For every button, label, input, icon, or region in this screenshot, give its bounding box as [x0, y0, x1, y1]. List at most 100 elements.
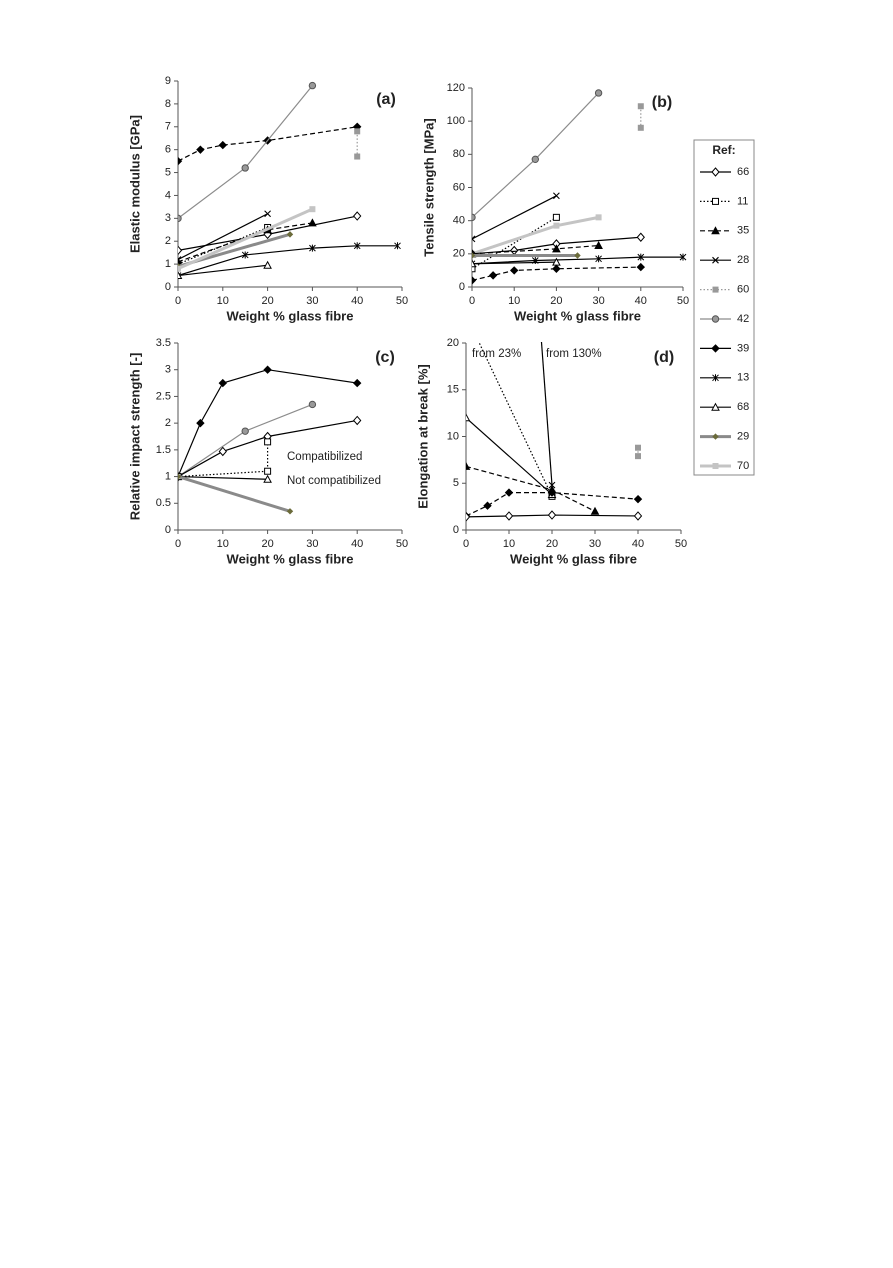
legend-label: 11	[737, 195, 748, 207]
data-point	[636, 232, 645, 243]
x-tick-label: 10	[503, 538, 515, 550]
panel-label: (a)	[376, 91, 396, 108]
data-point	[637, 253, 645, 261]
x-tick-label: 10	[217, 295, 229, 307]
legend-label: 70	[737, 460, 749, 472]
data-point	[196, 145, 205, 154]
x-tick-label: 20	[261, 295, 273, 307]
series-line	[472, 215, 599, 256]
legend-marker	[711, 315, 720, 323]
panel-label: (b)	[652, 94, 672, 111]
data-point	[472, 276, 477, 285]
data-point	[218, 378, 228, 388]
legend-marker	[712, 197, 719, 205]
series-line	[472, 261, 557, 265]
data-point	[590, 506, 600, 515]
y-tick-label: 10	[447, 430, 459, 442]
data-point	[594, 240, 603, 250]
panel-label: (d)	[654, 349, 674, 366]
y-tick-label: 3.5	[156, 337, 171, 349]
series-line	[478, 342, 553, 497]
annotation: Compatibilized	[287, 451, 362, 463]
x-tick-label: 20	[546, 538, 558, 550]
series-line	[472, 236, 641, 255]
series-line	[472, 195, 557, 240]
data-point	[264, 467, 272, 475]
data-point	[574, 252, 581, 259]
y-axis-title: Elongation at break [%]	[415, 364, 430, 508]
data-point	[553, 222, 560, 229]
y-tick-label: 15	[447, 384, 459, 396]
y-tick-label: 1.5	[156, 444, 171, 456]
data-point	[263, 474, 272, 483]
plot-area	[466, 342, 643, 522]
data-point	[466, 512, 471, 522]
plot-area	[472, 89, 687, 285]
data-point	[354, 153, 361, 160]
x-tick-label: 40	[635, 295, 647, 307]
y-tick-label: 2	[165, 417, 171, 429]
data-point	[637, 103, 644, 110]
y-tick-label: 5	[453, 477, 459, 489]
data-point	[472, 235, 476, 243]
x-tick-label: 20	[550, 295, 562, 307]
data-point	[308, 81, 317, 90]
y-tick-label: 2.5	[156, 390, 171, 402]
y-tick-label: 3	[165, 364, 171, 376]
data-point	[196, 418, 205, 428]
legend-marker	[711, 344, 720, 353]
legend-marker	[712, 463, 719, 469]
data-point	[263, 365, 272, 374]
legend-box	[693, 139, 755, 476]
x-axis-title: Weight % glass fibre	[510, 551, 637, 566]
plot-area	[178, 81, 401, 280]
y-tick-label: 6	[165, 144, 171, 156]
annotation: Not compatibilized	[287, 475, 381, 487]
annotation: from 130%	[546, 348, 602, 360]
x-tick-label: 50	[675, 538, 687, 550]
data-point	[504, 511, 514, 521]
data-point	[241, 427, 249, 435]
y-tick-label: 7	[165, 121, 171, 133]
data-point	[308, 218, 317, 227]
data-point	[636, 262, 646, 272]
data-point	[353, 211, 362, 221]
legend-title: Ref:	[712, 143, 735, 157]
x-tick-label: 10	[217, 538, 229, 550]
data-point	[178, 214, 182, 223]
data-point	[679, 253, 687, 261]
legend-label: 39	[737, 342, 749, 354]
data-point	[488, 271, 498, 280]
x-tick-label: 40	[351, 538, 363, 550]
data-point	[263, 260, 272, 269]
y-tick-label: 2	[165, 235, 171, 247]
data-point	[635, 453, 641, 460]
data-point	[178, 271, 183, 280]
data-point	[264, 438, 272, 446]
y-tick-label: 1	[165, 258, 171, 270]
data-point	[309, 244, 316, 252]
x-tick-label: 10	[508, 295, 520, 307]
data-point	[552, 264, 561, 273]
x-axis-title: Weight % glass fibre	[227, 551, 354, 566]
data-point	[178, 473, 182, 480]
x-axis-title: Weight % glass fibre	[227, 308, 354, 323]
legend-label: 35	[737, 225, 749, 237]
y-axis-title: Elastic modulus [GPa]	[127, 115, 142, 253]
legend-marker	[711, 402, 720, 411]
y-tick-label: 0	[453, 524, 459, 536]
y-tick-label: 80	[453, 148, 465, 160]
data-point	[483, 501, 492, 510]
data-point	[241, 251, 249, 259]
data-point	[552, 244, 561, 253]
data-point	[472, 252, 476, 259]
annotation: from 23%	[472, 348, 521, 360]
x-tick-label: 20	[261, 538, 273, 550]
series-line	[472, 92, 600, 218]
data-point	[178, 265, 181, 272]
x-tick-label: 40	[351, 295, 363, 307]
series-line	[466, 514, 639, 518]
x-axis-title: Weight % glass fibre	[514, 308, 641, 323]
legend-label: 28	[737, 254, 749, 266]
x-tick-label: 0	[469, 295, 475, 307]
